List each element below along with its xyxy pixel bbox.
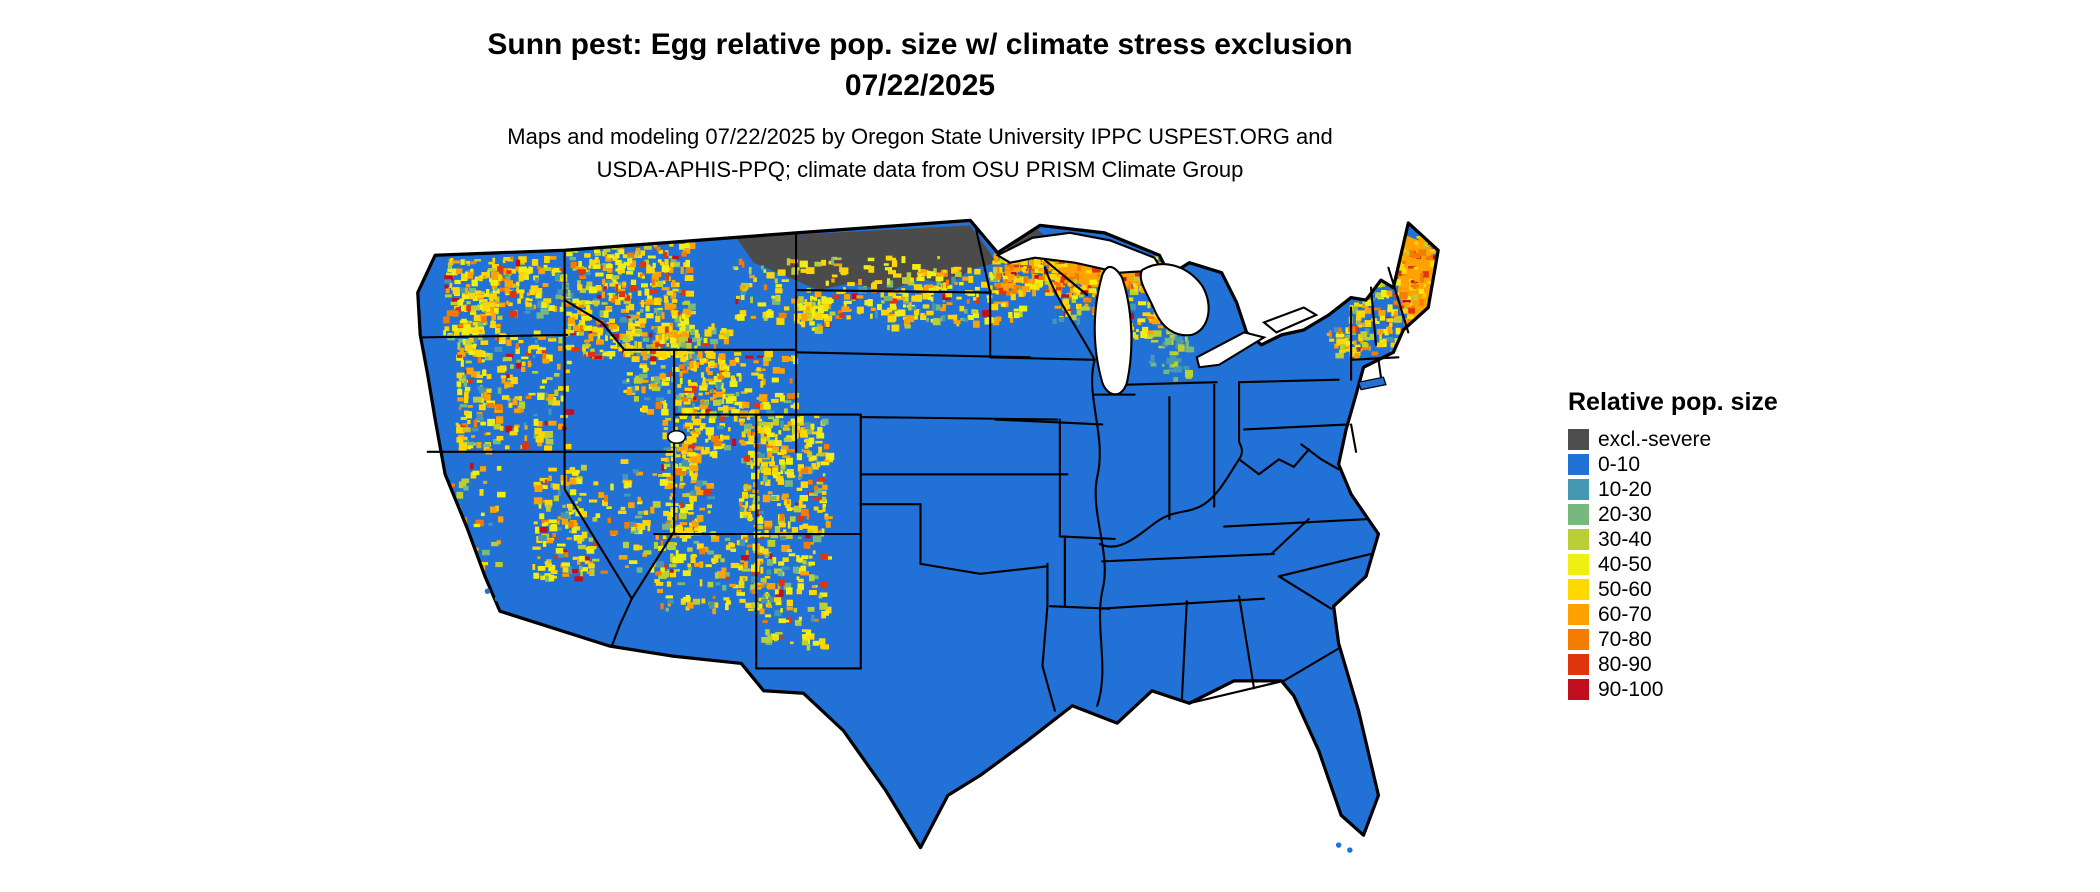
- legend-items: excl.-severe 0-10 10-20 20-30 30-40 40-50 50-6…: [1568, 427, 1878, 702]
- legend-color-swatch: [1568, 504, 1589, 525]
- state-borders: [421, 224, 1410, 712]
- legend-item-label: 80-90: [1598, 653, 1652, 676]
- legend-color-swatch: [1568, 454, 1589, 475]
- legend-color-swatch: [1568, 529, 1589, 550]
- florida-key: [1347, 847, 1353, 853]
- great-lakes: [667, 231, 1319, 444]
- map-subtitle-line2: USDA-APHIS-PPQ; climate data from OSU PR…: [596, 157, 1244, 182]
- legend-item-label: excl.-severe: [1598, 428, 1712, 451]
- map-legend: Relative pop. size excl.-severe 0-10 10-20…: [1568, 388, 1878, 702]
- lake-huron: [1139, 263, 1210, 337]
- legend-color-swatch: [1568, 579, 1589, 600]
- florida-key: [1335, 842, 1342, 848]
- legend-item: excl.-severe: [1568, 427, 1878, 452]
- legend-item-label: 50-60: [1598, 578, 1652, 601]
- legend-item-label: 40-50: [1598, 553, 1652, 576]
- lake-ontario: [1261, 306, 1319, 334]
- legend-item: 20-30: [1568, 502, 1878, 527]
- map-canvas: [298, 198, 1543, 870]
- coastal-islands: [484, 376, 1387, 853]
- lake-michigan: [1093, 266, 1133, 396]
- legend-item-label: 20-30: [1598, 503, 1652, 526]
- legend-item: 10-20: [1568, 477, 1878, 502]
- legend-item: 40-50: [1568, 552, 1878, 577]
- legend-item: 80-90: [1568, 652, 1878, 677]
- legend-item-label: 90-100: [1598, 678, 1664, 701]
- legend-item-label: 10-20: [1598, 478, 1652, 501]
- map-header: Sunn pest: Egg relative pop. size w/ cli…: [0, 24, 1840, 186]
- legend-item: 70-80: [1568, 627, 1878, 652]
- legend-item-label: 60-70: [1598, 603, 1652, 626]
- long-island: [1357, 376, 1387, 391]
- legend-item: 0-10: [1568, 452, 1878, 477]
- legend-color-swatch: [1568, 604, 1589, 625]
- legend-item-label: 0-10: [1598, 453, 1641, 476]
- legend-item: 50-60: [1568, 577, 1878, 602]
- channel-island: [484, 588, 491, 594]
- channel-island: [494, 595, 501, 602]
- map-subtitle-line1: Maps and modeling 07/22/2025 by Oregon S…: [507, 124, 1333, 149]
- legend-item: 90-100: [1568, 677, 1878, 702]
- great-salt-lake: [667, 429, 687, 444]
- legend-item: 60-70: [1568, 602, 1878, 627]
- legend-color-swatch: [1568, 679, 1589, 700]
- legend-item: 30-40: [1568, 527, 1878, 552]
- legend-color-swatch: [1568, 554, 1589, 575]
- legend-color-swatch: [1568, 629, 1589, 650]
- map-title-date: 07/22/2025: [844, 69, 996, 102]
- legend-color-swatch: [1568, 654, 1589, 675]
- map-subtitle: Maps and modeling 07/22/2025 by Oregon S…: [0, 120, 1840, 186]
- us-map: [416, 218, 1440, 853]
- legend-title: Relative pop. size: [1568, 388, 1778, 416]
- lake-erie: [1195, 331, 1267, 369]
- legend-item-label: 70-80: [1598, 628, 1652, 651]
- map-title-line1: Sunn pest: Egg relative pop. size w/ cli…: [487, 28, 1353, 61]
- legend-item-label: 30-40: [1598, 528, 1652, 551]
- legend-color-swatch: [1568, 479, 1589, 500]
- legend-color-swatch: [1568, 429, 1589, 450]
